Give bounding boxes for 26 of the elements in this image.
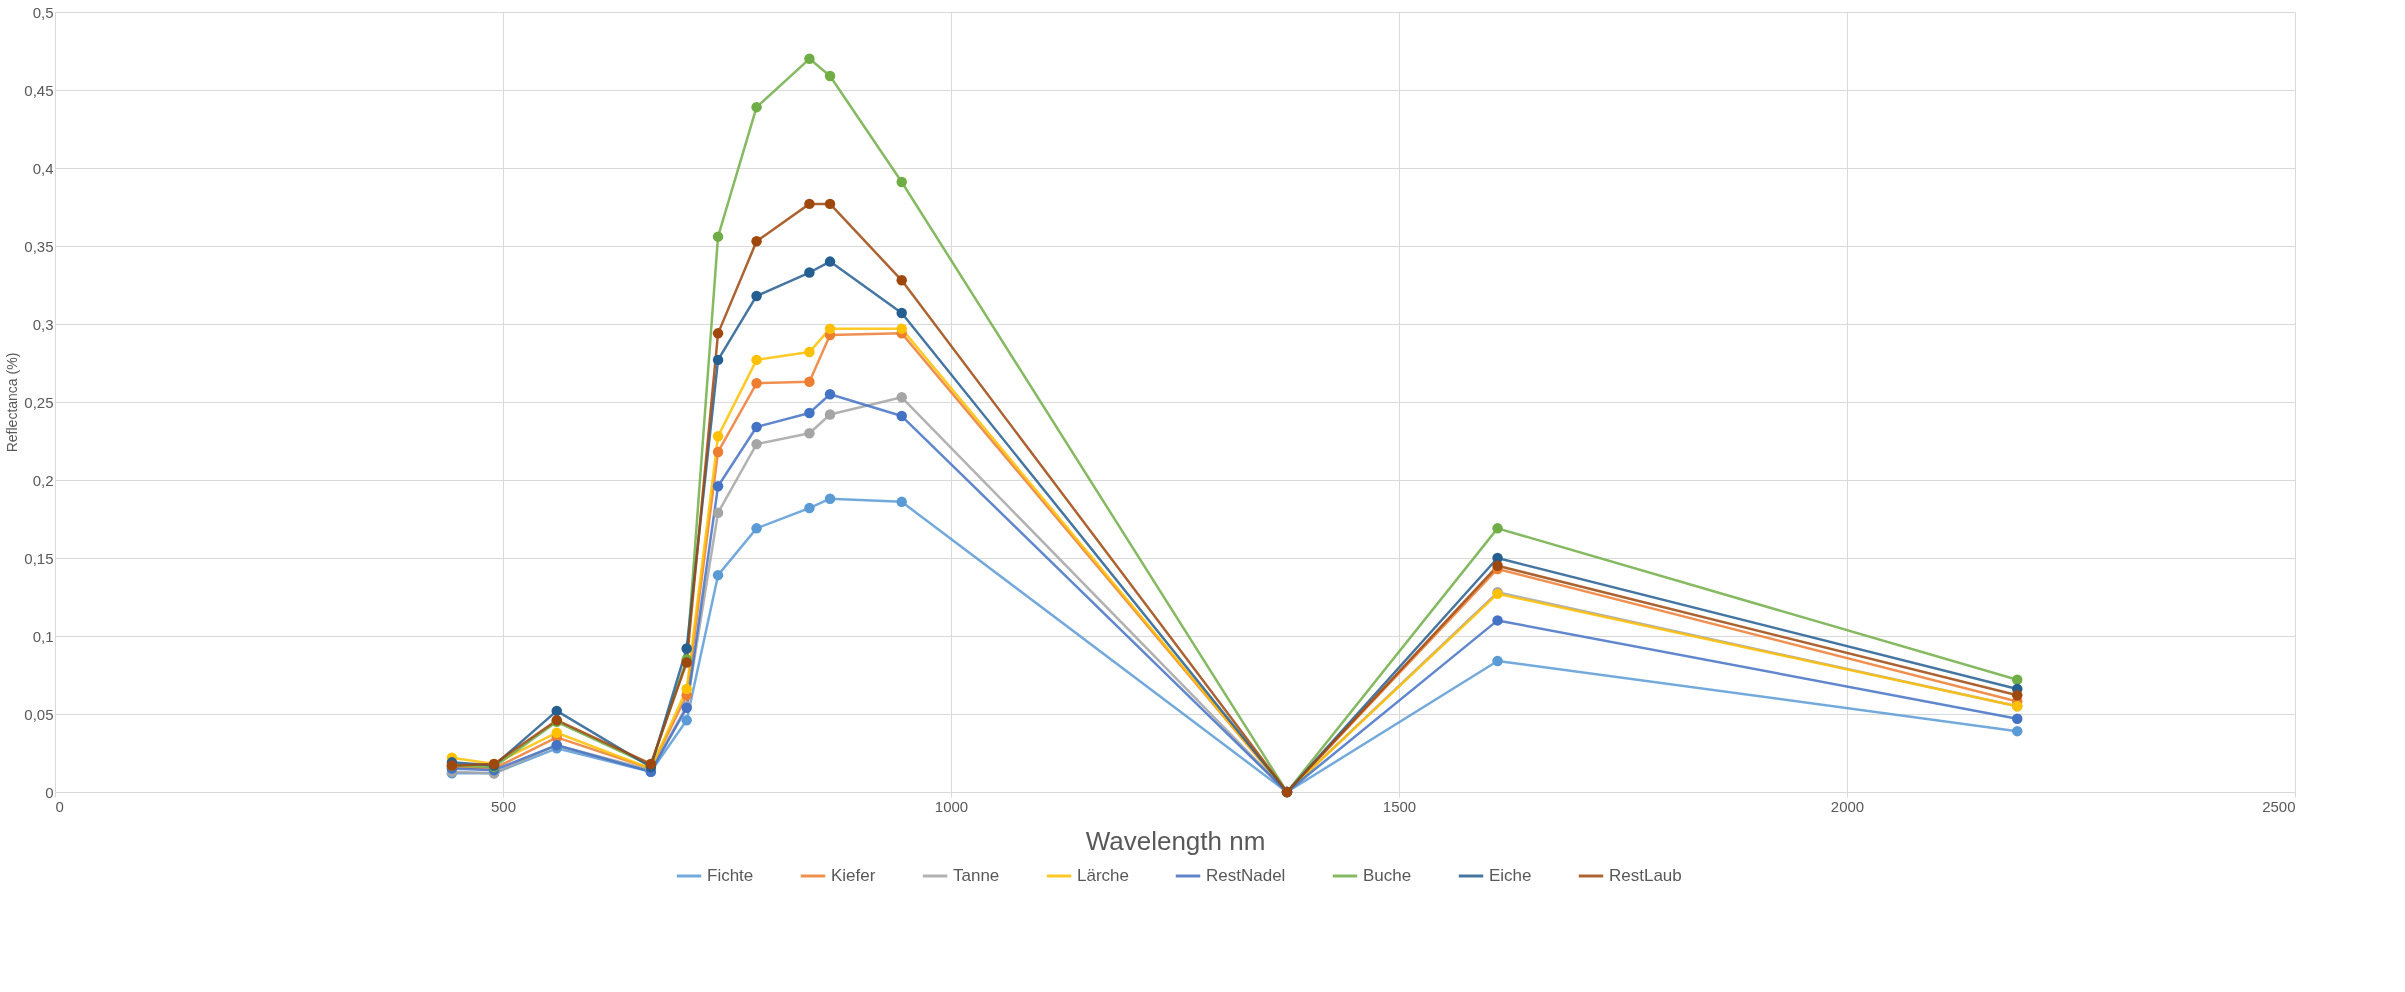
x-tick-label: 2000 bbox=[1830, 797, 1865, 815]
y-tick-label: 0,3 bbox=[32, 315, 54, 333]
legend-label: RestLaub bbox=[1609, 866, 1682, 885]
legend-label: Fichte bbox=[707, 866, 754, 885]
legend-label: Kiefer bbox=[831, 866, 876, 885]
y-tick-label: 0,25 bbox=[24, 393, 54, 411]
y-tick-label: 0,35 bbox=[24, 237, 54, 255]
y-tick-label: 0,5 bbox=[32, 3, 54, 21]
x-tick-label: 1500 bbox=[1382, 797, 1417, 815]
legend-label: Lärche bbox=[1077, 866, 1129, 885]
x-tick-label: 2500 bbox=[2262, 797, 2296, 815]
y-tick-label: 0,1 bbox=[32, 627, 54, 645]
x-tick-label: 1000 bbox=[934, 797, 969, 815]
y-tick-label: 0,05 bbox=[24, 705, 54, 723]
y-axis-title: Reflectanca (%) bbox=[4, 352, 21, 453]
y-tick-label: 0,15 bbox=[24, 549, 54, 567]
legend-label: RestNadel bbox=[1206, 866, 1286, 885]
x-tick-label: 500 bbox=[490, 797, 517, 815]
y-tick-label: 0 bbox=[45, 783, 54, 801]
legend-label: Eiche bbox=[1489, 866, 1532, 885]
legend-label: Buche bbox=[1363, 866, 1412, 885]
y-tick-label: 0,45 bbox=[24, 81, 54, 99]
legend-label: Tanne bbox=[953, 866, 1000, 885]
y-tick-label: 0,4 bbox=[32, 159, 54, 177]
y-tick-label: 0,2 bbox=[32, 471, 54, 489]
x-axis-title: Wavelength nm bbox=[1085, 825, 1266, 856]
